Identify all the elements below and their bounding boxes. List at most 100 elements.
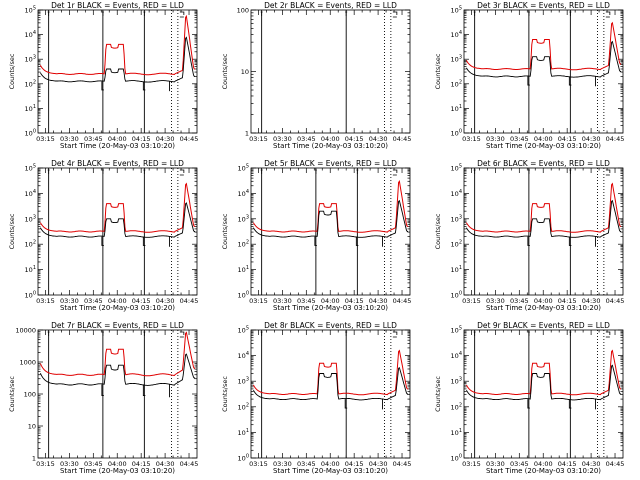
y-tick-label: 101 [451, 428, 462, 437]
x-tick-label: 04:30 [582, 135, 601, 143]
panel-title: Det 8r BLACK = Events, RED = LLD [264, 321, 397, 330]
events-gap-mark [568, 236, 572, 246]
series-events-line [253, 366, 409, 401]
y-tick-label: 10 [28, 423, 36, 431]
x-tick-label: 04:30 [156, 460, 175, 468]
interval-marker [527, 331, 530, 336]
interval-marker [314, 169, 317, 174]
x-tick-label: 04:15 [558, 460, 577, 468]
panel-title: Det 9r BLACK = Events, RED = LLD [477, 321, 610, 330]
interval-marker [143, 11, 146, 16]
x-tick-label: 04:45 [180, 460, 199, 468]
y-tick-label: 102 [25, 79, 36, 88]
panel-title: Det 6r BLACK = Events, RED = LLD [477, 159, 610, 168]
interval-bracket [392, 11, 398, 18]
x-tick-label: 03:15 [249, 460, 268, 468]
interval-marker [260, 11, 263, 16]
x-tick-label: 04:45 [393, 297, 412, 305]
x-tick-label: 04:15 [132, 135, 151, 143]
y-axis-label: Counts/sec [434, 376, 442, 412]
interval-marker [47, 11, 50, 16]
panel-title: Det 3r BLACK = Events, RED = LLD [477, 1, 610, 10]
interval-marker [47, 331, 50, 336]
x-tick-label: 03:15 [36, 135, 55, 143]
y-tick-label: 104 [238, 351, 249, 360]
x-axis-label: Start Time (20-May-03 03:10:20) [60, 304, 175, 312]
panel-det-1: Det 1r BLACK = Events, RED = LLD 100 101 10… [8, 1, 198, 150]
y-tick-label: 100 [451, 291, 462, 300]
x-tick-label: 03:30 [273, 297, 292, 305]
interval-marker [143, 331, 146, 336]
y-axis-label: Counts/sec [8, 53, 16, 89]
series-events-line [466, 364, 622, 401]
x-tick-label: 03:15 [36, 297, 55, 305]
x-tick-label: 03:15 [36, 460, 55, 468]
y-tick-label: 101 [25, 265, 36, 274]
series-lld-line [39, 182, 196, 233]
y-tick-label: 100 [238, 454, 249, 463]
x-tick-label: 04:30 [156, 297, 175, 305]
y-tick-label: 104 [451, 189, 462, 198]
y-axis-label: Counts/sec [434, 53, 442, 89]
x-tick-label: 03:30 [60, 135, 79, 143]
y-tick-label: 102 [25, 240, 36, 249]
series-lld-line [465, 21, 622, 71]
y-tick-label: 105 [25, 6, 36, 15]
y-tick-label: 101 [451, 104, 462, 113]
interval-marker [101, 331, 104, 336]
events-gap-mark [527, 76, 530, 86]
y-tick-label: 104 [451, 351, 462, 360]
x-tick-label: 04:45 [606, 135, 625, 143]
interval-marker [260, 169, 263, 174]
x-tick-label: 03:45 [84, 460, 103, 468]
x-tick-label: 03:30 [60, 460, 79, 468]
events-gap-mark [355, 236, 359, 246]
y-axis-label: Counts/sec [221, 53, 229, 89]
y-tick-label: 1000 [19, 359, 36, 367]
y-tick-label: 103 [238, 377, 249, 386]
y-tick-label: 100 [451, 454, 462, 463]
series-lld-line [39, 331, 196, 377]
y-tick-label: 105 [238, 326, 249, 335]
y-tick-label: 100 [451, 129, 462, 138]
x-tick-label: 04:15 [558, 135, 577, 143]
y-tick-label: 100 [238, 291, 249, 300]
x-tick-label: 04:00 [108, 297, 127, 305]
x-tick-label: 04:15 [345, 135, 364, 143]
plot-frame [37, 9, 198, 134]
x-axis-label: Start Time (20-May-03 03:10:20) [273, 142, 388, 150]
x-tick-label: 04:45 [393, 135, 412, 143]
y-tick-label: 104 [451, 30, 462, 39]
x-axis-label: Start Time (20-May-03 03:10:20) [273, 304, 388, 312]
series-lld-line [252, 349, 409, 396]
series-events-line [40, 202, 196, 238]
interval-marker [101, 11, 104, 16]
y-tick-label: 103 [25, 214, 36, 223]
events-gap-mark [101, 236, 104, 246]
y-tick-label: 10 [241, 68, 249, 76]
x-tick-label: 04:15 [132, 460, 151, 468]
x-tick-label: 03:30 [273, 135, 292, 143]
x-tick-label: 03:45 [510, 297, 529, 305]
panel-det-2: Det 2r BLACK = Events, RED = LLD 1 10 100 Co… [221, 1, 411, 150]
y-tick-label: 103 [238, 214, 249, 223]
y-tick-label: 1 [32, 455, 36, 463]
interval-marker [569, 331, 572, 336]
y-tick-label: 100 [237, 7, 249, 15]
x-tick-label: 03:15 [249, 297, 268, 305]
x-tick-label: 03:30 [486, 460, 505, 468]
series-events-line [466, 40, 622, 78]
interval-bracket [605, 169, 611, 176]
y-tick-label: 101 [238, 428, 249, 437]
x-tick-label: 03:45 [297, 460, 316, 468]
panel-title: Det 5r BLACK = Events, RED = LLD [264, 159, 397, 168]
events-gap-mark [142, 236, 146, 246]
events-gap-mark [101, 384, 104, 397]
x-tick-label: 03:15 [462, 460, 481, 468]
events-gap-mark [142, 384, 146, 397]
y-tick-label: 105 [451, 6, 462, 15]
plot-frame [250, 9, 411, 134]
x-tick-label: 04:30 [582, 297, 601, 305]
y-tick-label: 100 [25, 291, 36, 300]
x-tick-label: 03:15 [462, 135, 481, 143]
